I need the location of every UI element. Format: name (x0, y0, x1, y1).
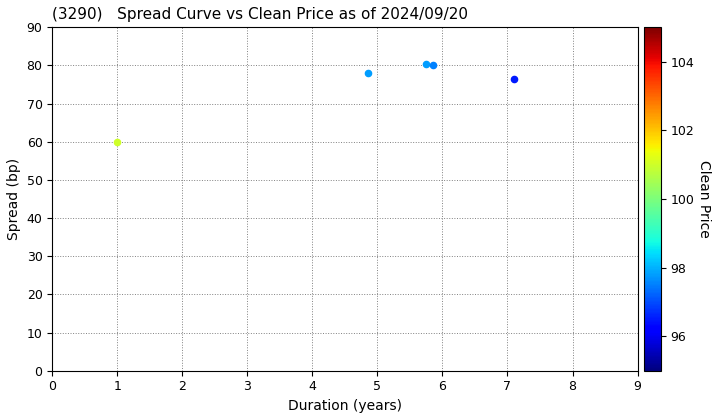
X-axis label: Duration (years): Duration (years) (288, 399, 402, 413)
Point (112, 139, 123, 145)
Y-axis label: Spread (bp): Spread (bp) (7, 158, 21, 240)
Point (420, 60, 432, 67)
Point (427, 62, 438, 69)
Point (508, 76, 520, 82)
Y-axis label: Clean Price: Clean Price (697, 160, 711, 238)
Text: (3290)   Spread Curve vs Clean Price as of 2024/09/20: (3290) Spread Curve vs Clean Price as of… (53, 7, 468, 22)
Point (362, 70, 374, 76)
